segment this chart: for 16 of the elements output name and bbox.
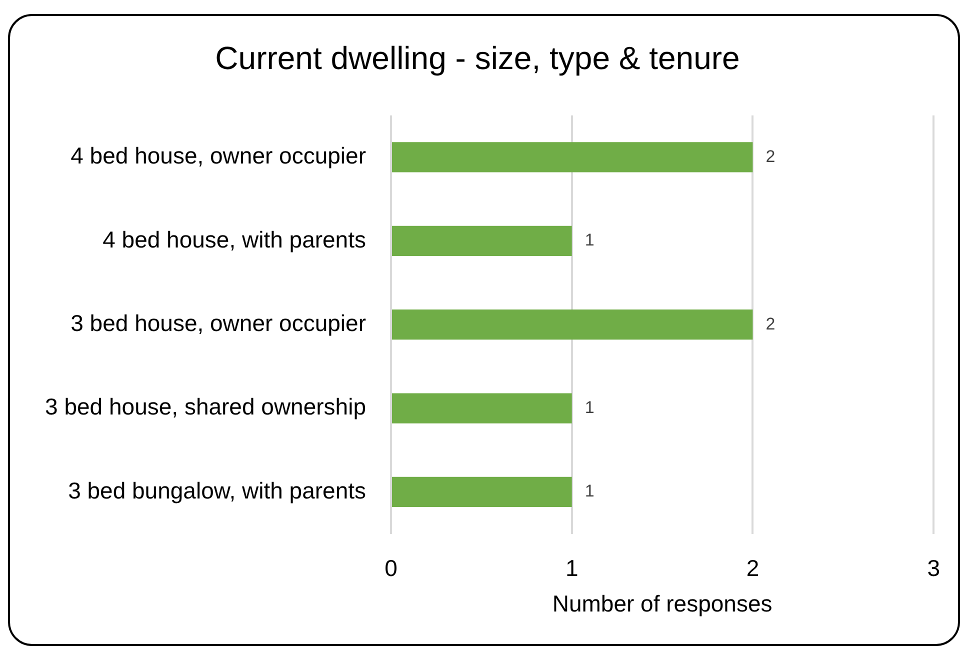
data-label: 1 [584, 230, 594, 250]
data-label: 1 [584, 482, 594, 501]
y-tick-label: 4 bed house, owner occupier [70, 142, 366, 169]
x-axis-title: Number of responses [552, 590, 772, 617]
x-tick-label: 2 [746, 554, 760, 581]
x-tick-label: 3 [927, 554, 940, 581]
y-tick-label: 3 bed house, shared ownership [45, 394, 366, 420]
y-tick-label: 4 bed house, with parents [102, 226, 366, 252]
chart-title: Current dwelling - size, type & tenure [215, 40, 740, 76]
data-label: 2 [766, 146, 776, 166]
x-tick-label: 1 [565, 554, 578, 581]
y-tick-label: 3 bed house, owner occupier [70, 310, 366, 336]
data-label: 1 [584, 398, 594, 417]
y-tick-label: 3 bed bungalow, with parents [68, 477, 366, 504]
data-label: 2 [766, 314, 776, 334]
x-tick-label: 0 [384, 554, 398, 581]
